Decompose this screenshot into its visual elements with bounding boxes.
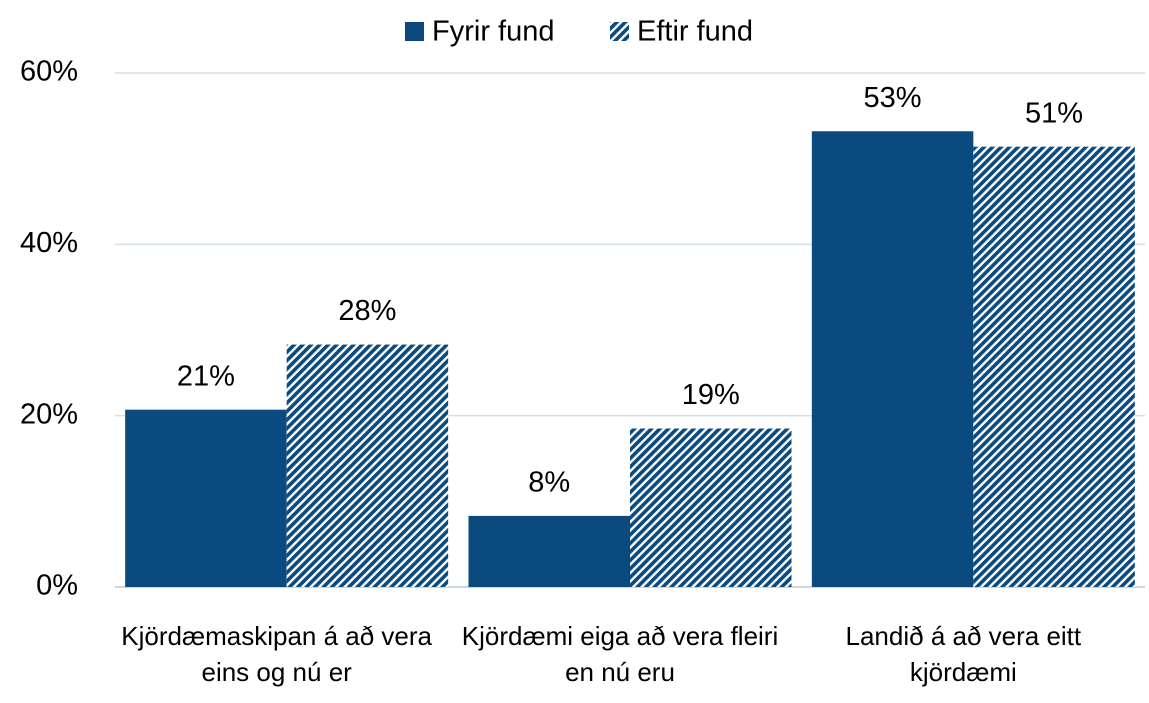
legend-label: Eftir fund [637,16,753,48]
legend-label: Fyrir fund [432,16,554,48]
bar [125,409,287,587]
data-label: 19% [682,379,740,411]
bar [630,428,792,587]
x-tick-label: Kjördæmi eiga að vera fleiri en nú eru [461,621,779,687]
data-label: 53% [864,82,922,114]
bar [811,131,974,587]
bar [973,146,1135,587]
data-label: 8% [528,467,570,499]
x-tick-label: Kjördæmaskipan á að vera eins og nú er [121,621,433,687]
data-label: 21% [177,360,235,392]
y-tick-label: 40% [20,227,78,259]
legend-swatch [610,22,629,41]
y-tick-label: 20% [20,398,78,430]
y-tick-label: 60% [20,56,78,88]
data-label: 51% [1025,97,1083,129]
bar [286,344,449,587]
bar [468,515,630,587]
data-label: 28% [338,295,396,327]
x-tick-label: Landið á að vera eitt kjördæmi [845,621,1082,687]
legend-swatch [405,22,424,41]
y-tick-label: 0% [36,570,78,602]
